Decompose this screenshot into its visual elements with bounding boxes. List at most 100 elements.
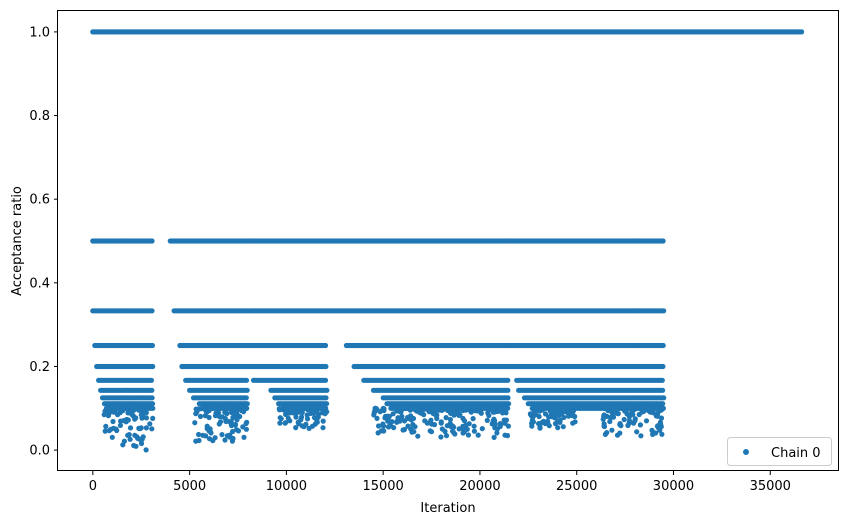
data-point bbox=[558, 405, 564, 411]
x-tick-label: 15000 bbox=[362, 479, 403, 494]
data-point bbox=[415, 433, 421, 439]
data-point bbox=[630, 412, 636, 418]
data-point bbox=[121, 418, 127, 424]
data-point bbox=[443, 415, 449, 421]
data-point bbox=[149, 401, 156, 407]
data-point bbox=[127, 436, 133, 442]
data-point bbox=[305, 407, 311, 413]
data-point bbox=[601, 412, 607, 418]
data-point bbox=[643, 418, 650, 424]
data-point bbox=[125, 410, 131, 416]
data-point bbox=[147, 421, 153, 427]
data-point bbox=[227, 406, 233, 412]
data-point bbox=[149, 238, 155, 244]
data-point bbox=[322, 377, 329, 383]
data-point bbox=[134, 434, 140, 440]
data-point bbox=[219, 432, 225, 438]
data-point bbox=[625, 422, 631, 429]
data-point bbox=[422, 418, 428, 424]
data-point bbox=[114, 427, 120, 434]
data-point bbox=[491, 434, 497, 440]
data-point bbox=[656, 407, 662, 413]
data-point bbox=[639, 409, 645, 415]
data-point bbox=[228, 422, 235, 429]
data-point bbox=[431, 422, 438, 428]
data-point bbox=[600, 416, 606, 422]
legend: Chain 0 bbox=[727, 437, 832, 466]
x-tick-label: 5000 bbox=[173, 479, 206, 494]
scatter-points-chain-0 bbox=[90, 29, 805, 453]
data-point bbox=[219, 414, 225, 420]
data-point bbox=[110, 418, 116, 425]
data-point bbox=[660, 387, 666, 393]
data-point bbox=[287, 418, 293, 424]
data-point bbox=[150, 415, 156, 421]
data-point bbox=[552, 421, 559, 427]
data-point bbox=[212, 435, 218, 441]
data-point bbox=[304, 416, 311, 422]
data-point bbox=[216, 421, 222, 427]
data-point bbox=[376, 423, 382, 429]
data-point bbox=[243, 377, 250, 383]
y-tick-label: 0.8 bbox=[29, 109, 50, 124]
data-point bbox=[486, 406, 493, 413]
data-point bbox=[494, 430, 500, 436]
data-point bbox=[538, 405, 544, 411]
data-point bbox=[136, 407, 142, 413]
data-point bbox=[619, 405, 625, 411]
data-point bbox=[624, 411, 630, 417]
data-point bbox=[548, 409, 554, 415]
data-point bbox=[233, 409, 240, 416]
data-point bbox=[472, 408, 478, 414]
data-point bbox=[193, 406, 199, 412]
data-point bbox=[465, 432, 471, 438]
data-point bbox=[505, 387, 511, 393]
data-point bbox=[109, 434, 115, 440]
data-point bbox=[309, 423, 315, 429]
data-point bbox=[143, 425, 149, 431]
data-point bbox=[150, 405, 156, 411]
data-point bbox=[560, 424, 566, 430]
data-point bbox=[438, 434, 444, 440]
data-point bbox=[373, 405, 379, 411]
data-point bbox=[197, 413, 204, 419]
data-point bbox=[323, 363, 329, 370]
data-point bbox=[149, 395, 155, 401]
data-point bbox=[447, 421, 453, 427]
data-point bbox=[386, 413, 392, 420]
data-point bbox=[243, 426, 249, 432]
data-point bbox=[649, 427, 655, 433]
data-point bbox=[192, 420, 198, 426]
data-point bbox=[602, 431, 609, 437]
data-point bbox=[479, 426, 485, 432]
data-point bbox=[102, 428, 108, 434]
data-point bbox=[117, 422, 123, 428]
data-point bbox=[206, 414, 212, 421]
data-point bbox=[654, 423, 661, 429]
data-point bbox=[224, 411, 230, 417]
data-point bbox=[460, 430, 466, 436]
legend-marker-icon bbox=[743, 449, 749, 455]
data-point bbox=[411, 429, 417, 435]
data-point bbox=[196, 437, 202, 444]
data-point bbox=[133, 415, 139, 421]
data-point bbox=[503, 410, 509, 416]
data-point bbox=[208, 430, 214, 436]
data-point bbox=[105, 413, 111, 419]
data-point bbox=[634, 429, 640, 435]
data-point bbox=[475, 432, 481, 438]
data-point bbox=[470, 416, 476, 422]
data-point bbox=[631, 420, 637, 426]
data-point bbox=[221, 406, 227, 412]
data-point bbox=[502, 420, 508, 426]
data-point bbox=[570, 420, 576, 426]
data-point bbox=[530, 406, 537, 412]
data-point bbox=[660, 363, 666, 370]
data-point bbox=[196, 431, 202, 438]
data-point bbox=[450, 429, 457, 435]
data-point bbox=[324, 401, 330, 407]
data-point bbox=[149, 308, 155, 314]
data-point bbox=[387, 422, 393, 428]
data-point bbox=[297, 405, 303, 411]
